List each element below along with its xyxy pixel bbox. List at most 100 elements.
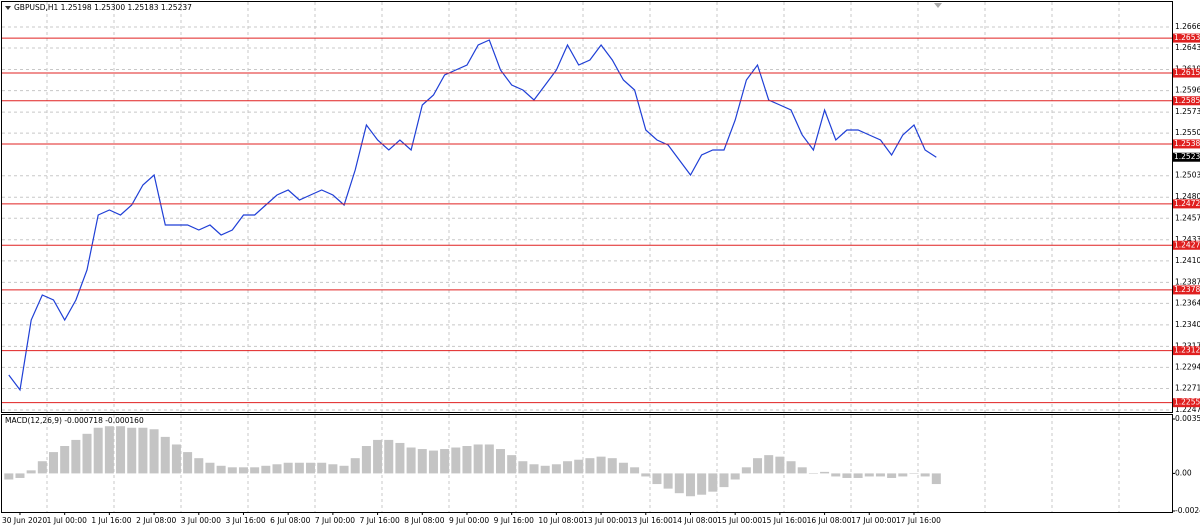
histogram-bar	[328, 464, 338, 474]
x-tick-label: 7 Jul 00:00	[315, 516, 355, 525]
histogram-bar	[730, 473, 740, 480]
histogram-bar	[618, 462, 628, 474]
price-line	[8, 39, 937, 392]
x-tick-label: 3 Jul 16:00	[225, 516, 265, 525]
level-label: 1.25382	[1174, 139, 1200, 148]
level-label: 1.22555	[1174, 398, 1200, 407]
histogram-bar	[37, 461, 47, 474]
histogram-bar	[227, 467, 237, 474]
histogram-bar	[596, 456, 606, 474]
x-tick-label: 15 Jul 00:00	[717, 516, 762, 525]
histogram-bar	[484, 444, 494, 474]
level-label: 1.23787	[1174, 285, 1200, 294]
histogram-bar	[373, 439, 383, 474]
y-tick-label: 1.24570	[1175, 213, 1200, 222]
histogram-bar	[551, 464, 561, 474]
histogram-bar	[875, 473, 885, 477]
histogram-bar	[775, 456, 785, 474]
y-tick-label: 1.23170	[1175, 341, 1200, 350]
y-tick-label: 1.25035	[1175, 171, 1200, 180]
histogram-bar	[473, 444, 483, 474]
histogram-bar	[708, 473, 718, 492]
histogram-bar	[663, 473, 673, 489]
histogram-bar	[60, 446, 70, 474]
histogram-bar	[4, 473, 14, 480]
y-tick-label: 1.23405	[1175, 320, 1200, 329]
x-tick-label: 9 Jul 16:00	[494, 516, 534, 525]
histogram-bar	[898, 473, 908, 477]
histogram-bar	[272, 464, 282, 474]
x-tick-label: 17 Jul 00:00	[851, 516, 896, 525]
y-tick-label: 1.26430	[1175, 43, 1200, 52]
histogram-bar	[283, 462, 293, 474]
histogram-bar	[831, 473, 841, 477]
x-tick-label: 13 Jul 00:00	[583, 516, 628, 525]
histogram-bar	[261, 465, 271, 474]
histogram-bar	[49, 452, 58, 474]
histogram-bar	[205, 462, 215, 474]
y-tick-label: 1.25500	[1175, 128, 1200, 137]
histogram-bar	[417, 449, 427, 474]
histogram-bar	[451, 447, 461, 474]
current-price-box	[1173, 152, 1200, 162]
x-tick-label: 6 Jul 08:00	[270, 516, 310, 525]
level-label: 1.24727	[1174, 199, 1200, 208]
level-label-box	[1173, 398, 1200, 408]
histogram-bar	[786, 461, 796, 474]
histogram-bar	[93, 427, 103, 474]
x-tick-label: 3 Jul 00:00	[181, 516, 221, 525]
y-tick-label: 1.24105	[1175, 256, 1200, 265]
level-label: 1.24275	[1174, 240, 1200, 249]
level-label-box	[1173, 285, 1200, 295]
y-tick-label: 0.003574	[1175, 414, 1200, 423]
level-label: 1.23124	[1174, 346, 1200, 355]
histogram-bar	[820, 471, 830, 474]
histogram-bar	[138, 427, 148, 474]
histogram-bar	[753, 458, 763, 474]
histogram-bar	[507, 455, 517, 474]
level-label-box	[1173, 96, 1200, 106]
histogram-bar	[630, 467, 640, 474]
x-tick-label: 1 Jul 16:00	[91, 516, 131, 525]
histogram-bar	[518, 461, 528, 474]
histogram-bar	[183, 452, 193, 474]
histogram-bar	[741, 467, 751, 474]
histogram-bar	[462, 446, 472, 474]
x-tick-label: 17 Jul 16:00	[896, 516, 941, 525]
level-label: 1.26157	[1174, 68, 1200, 77]
symbol-icon	[5, 6, 11, 10]
plot	[4, 39, 941, 497]
histogram-bar	[529, 464, 539, 474]
histogram-bar	[104, 426, 114, 474]
histogram-bar	[26, 470, 36, 474]
histogram-bar	[440, 449, 450, 474]
y-tick-label: 1.22475	[1175, 405, 1200, 414]
x-tick-label: 9 Jul 00:00	[449, 516, 489, 525]
histogram-bar	[764, 455, 774, 474]
y-tick-label: 1.22710	[1175, 383, 1200, 392]
histogram-bar	[294, 462, 304, 474]
histogram-bar	[887, 473, 897, 478]
y-tick-label: 1.24800	[1175, 192, 1200, 201]
histogram-bar	[674, 473, 684, 494]
histogram-bar	[842, 473, 852, 478]
histogram-bar	[127, 427, 137, 474]
level-label-box	[1173, 139, 1200, 149]
y-tick-label: 1.25965	[1175, 86, 1200, 95]
y-tick-label: 0.00	[1175, 468, 1192, 477]
histogram-bar	[82, 433, 92, 474]
x-tick-label: 8 Jul 08:00	[404, 516, 444, 525]
histogram-bar	[194, 458, 204, 474]
y-tick-label: 1.23640	[1175, 298, 1200, 307]
histogram-bar	[361, 446, 371, 474]
histogram-bar	[797, 467, 807, 474]
histogram-bar	[116, 426, 126, 474]
histogram-bar	[920, 473, 930, 477]
current-price-label: 1.25237	[1174, 152, 1200, 161]
histogram-bar	[160, 436, 170, 474]
histogram-bar	[406, 447, 416, 474]
histogram-bar	[641, 473, 651, 477]
level-label: 1.25854	[1174, 96, 1200, 105]
level-label-box	[1173, 240, 1200, 250]
